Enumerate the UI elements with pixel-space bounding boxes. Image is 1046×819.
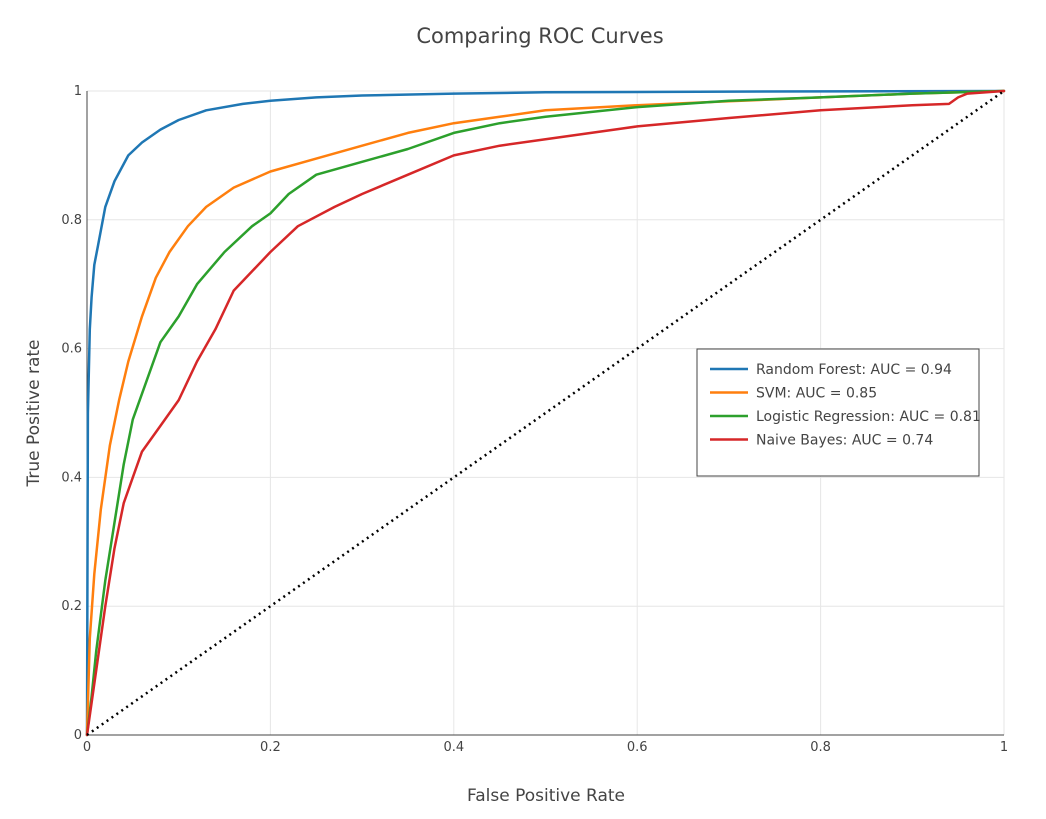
- x-tick-label: 0.8: [810, 740, 831, 755]
- roc-series-line: [85, 89, 1006, 737]
- diagonal-reference-line: [86, 89, 1005, 737]
- x-axis-label: False Positive Rate: [467, 786, 625, 806]
- x-tick-label: 0.4: [443, 740, 464, 755]
- y-tick-label: 0.6: [61, 342, 82, 357]
- y-tick-label: 1: [74, 84, 82, 99]
- x-tick-label: 0: [83, 740, 91, 755]
- y-tick-label: 0.4: [61, 470, 82, 485]
- roc-series-line: [85, 89, 1006, 737]
- legend-label: Random Forest: AUC = 0.94: [756, 362, 952, 378]
- y-tick-label: 0.8: [61, 213, 82, 228]
- series-lines: [85, 89, 1006, 737]
- x-tick-label: 1: [1000, 740, 1008, 755]
- roc-series-line: [85, 89, 1006, 737]
- legend: Random Forest: AUC = 0.94 SVM: AUC = 0.85…: [696, 348, 981, 477]
- x-tick-label: 0.2: [260, 740, 281, 755]
- legend-label: SVM: AUC = 0.85: [756, 386, 877, 402]
- legend-label: Logistic Regression: AUC = 0.81: [756, 409, 981, 425]
- tick-labels: 0 0.2 0.4 0.6 0.8 1 0 0.2 0.4 0.6 0.8 1: [61, 84, 1008, 755]
- chart-title: Comparing ROC Curves: [416, 24, 663, 48]
- y-axis-label: True Positive rate: [24, 340, 44, 488]
- y-tick-label: 0: [74, 728, 82, 743]
- y-tick-label: 0.2: [61, 599, 82, 614]
- roc-series-line: [85, 89, 1006, 737]
- x-tick-label: 0.6: [627, 740, 648, 755]
- legend-label: Naive Bayes: AUC = 0.74: [756, 433, 933, 449]
